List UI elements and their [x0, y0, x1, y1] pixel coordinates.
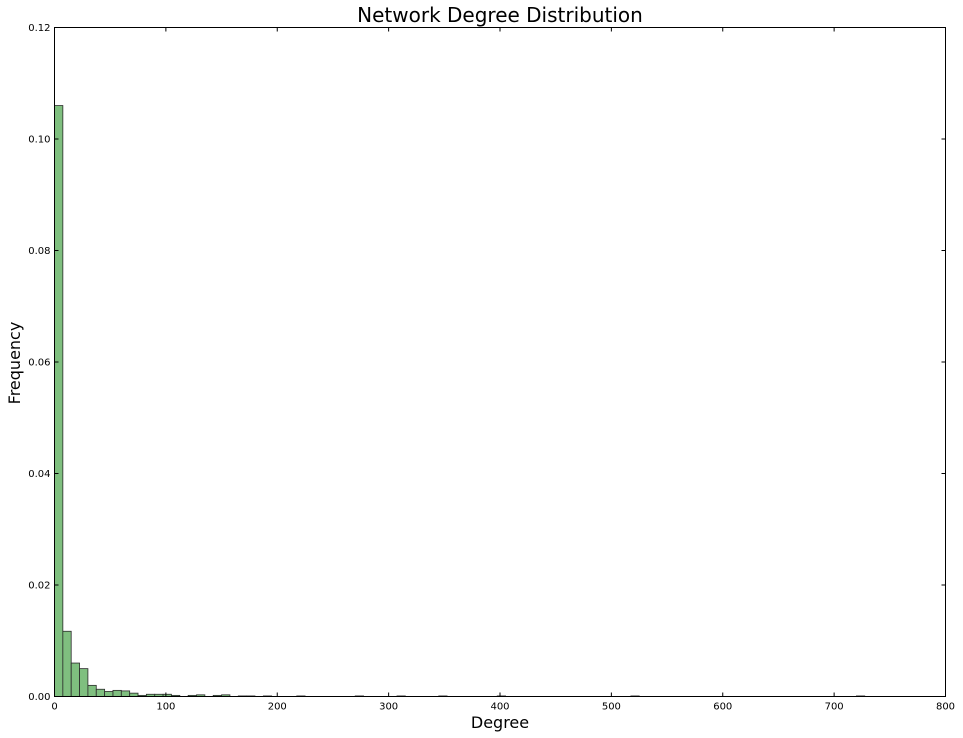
x-axis-label: Degree — [471, 713, 529, 732]
histogram-bar — [87, 684, 97, 697]
x-tick-label: 100 — [156, 702, 175, 713]
histogram-bar — [120, 690, 131, 697]
x-axis-ticks: 0 100 200 300 400 500 600 700 800 — [51, 27, 955, 713]
x-tick-label: 700 — [825, 702, 844, 713]
histogram-bar — [129, 692, 139, 697]
y-tick-label: 0.02 — [28, 581, 50, 592]
x-tick-label: 400 — [490, 702, 509, 713]
histogram-bar — [104, 691, 114, 697]
x-tick-label: 0 — [51, 702, 57, 713]
y-tick-label: 0.06 — [28, 358, 50, 369]
histogram-bar — [79, 668, 89, 697]
x-tick-label: 200 — [268, 702, 287, 713]
x-tick-label: 300 — [379, 702, 398, 713]
chart-title: Network Degree Distribution — [357, 3, 643, 27]
y-tick-label: 0.10 — [28, 135, 50, 146]
y-axis-ticks: 0.00 0.02 0.04 0.06 0.08 0.10 0.12 — [28, 23, 946, 703]
y-tick-label: 0.04 — [28, 469, 50, 480]
plot-frame — [54, 27, 946, 697]
y-tick-label: 0.12 — [28, 23, 50, 34]
histogram-bar — [70, 662, 80, 697]
x-tick-label: 800 — [936, 702, 955, 713]
y-tick-label: 0.08 — [28, 246, 50, 257]
histogram-bars — [54, 105, 866, 697]
y-tick-label: 0.00 — [28, 692, 50, 703]
histogram-bar — [95, 688, 106, 697]
y-axis-label: Frequency — [5, 322, 24, 405]
x-tick-label: 500 — [602, 702, 621, 713]
histogram-bar — [112, 689, 122, 697]
histogram-bar — [54, 105, 64, 697]
histogram-bar — [62, 630, 72, 697]
x-tick-label: 600 — [713, 702, 732, 713]
